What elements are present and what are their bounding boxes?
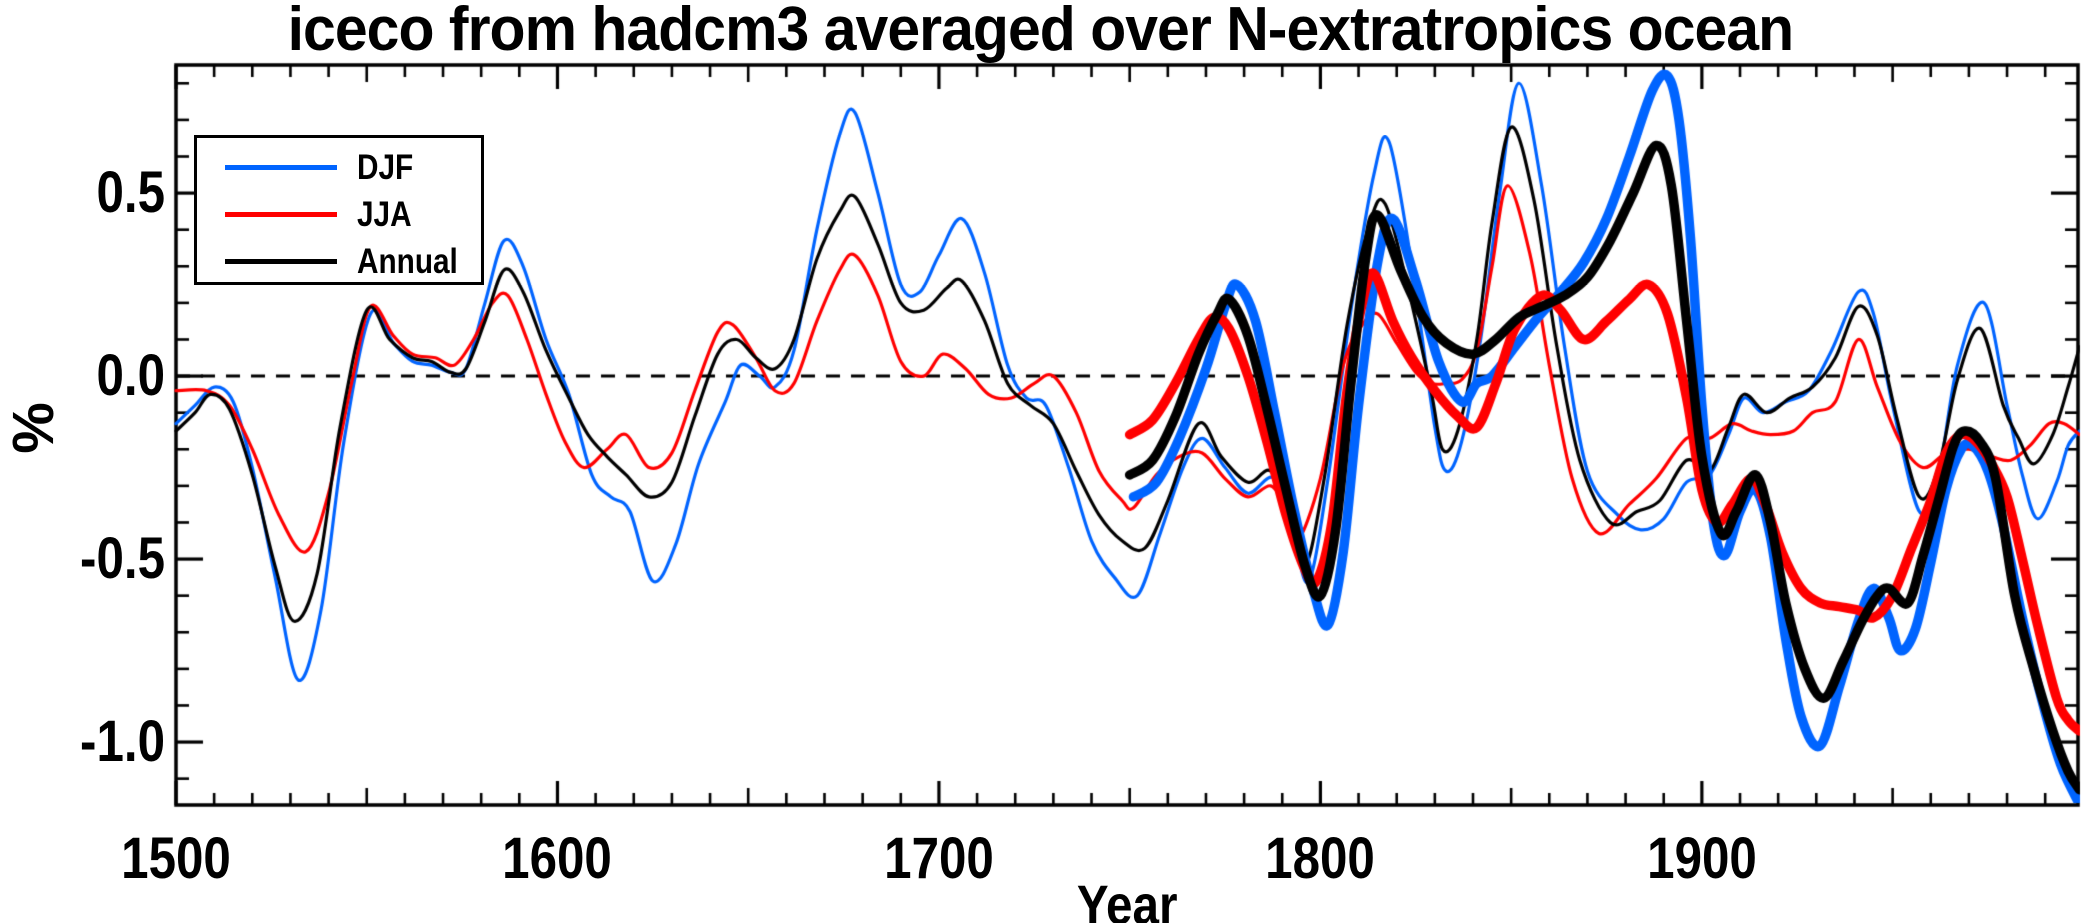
legend-entry-jja: JJA [197,197,481,233]
legend-label: JJA [357,195,412,234]
x-tick-label: 1800 [1265,826,1376,891]
y-tick-label: -1.0 [80,709,165,775]
x-tick-label: 1600 [502,826,613,891]
legend-line-sample [225,259,337,264]
legend-line-sample [225,165,337,170]
x-tick-label: 1500 [121,826,231,891]
x-tick-label: 1900 [1647,826,1757,891]
legend-box: DJF JJA Annual [194,135,484,285]
legend-entry-annual: Annual [197,244,481,280]
legend-label: Annual [357,242,458,281]
legend-label: DJF [357,148,414,187]
y-tick-label: -0.5 [80,526,165,592]
y-tick-label: 0.0 [96,343,165,409]
x-axis-title: Year [1076,873,1178,923]
legend-entry-djf: DJF [197,150,481,186]
x-tick-label: 1700 [884,826,994,891]
legend-line-sample [225,212,337,217]
y-tick-label: 0.5 [96,160,165,226]
